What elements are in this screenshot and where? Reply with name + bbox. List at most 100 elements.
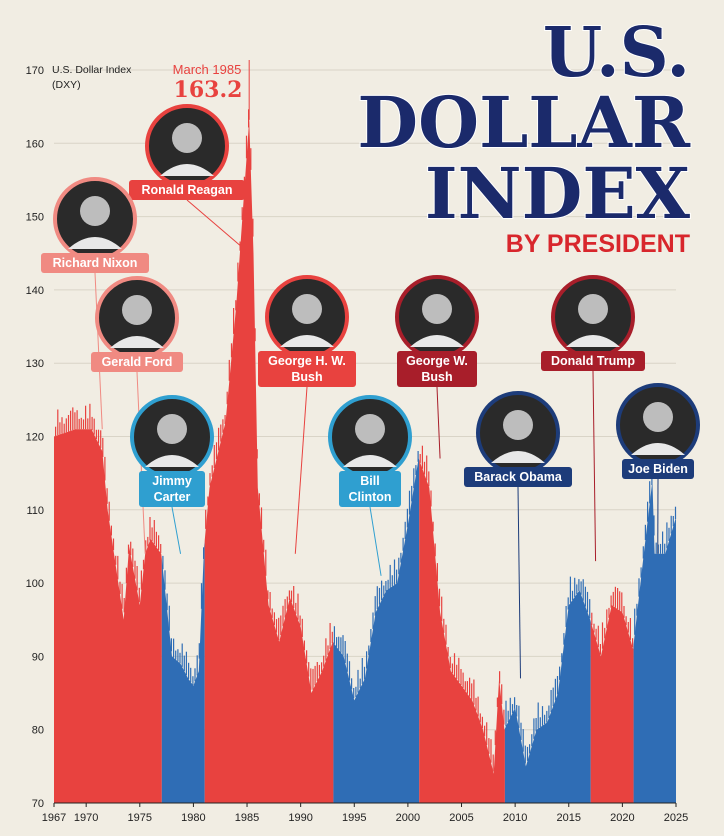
- term-band-joe-biden: [633, 480, 676, 803]
- president-name: Barack Obama: [474, 470, 563, 484]
- portrait-shoulders: [410, 335, 464, 347]
- subtitle: BY PRESIDENT: [506, 230, 690, 258]
- portrait-shoulders: [566, 335, 620, 347]
- y-tick-label: 170: [26, 65, 44, 77]
- portrait-shoulders: [631, 443, 685, 455]
- name-pill: [397, 351, 477, 387]
- y-tick-label: 90: [32, 651, 44, 663]
- president-name: Bill: [360, 474, 379, 488]
- portrait-head: [122, 295, 152, 325]
- x-tick-label: 1990: [288, 812, 312, 824]
- connector-line: [94, 272, 103, 430]
- president-label-ford: Gerald Ford: [91, 276, 183, 554]
- president-name: Carter: [154, 490, 191, 504]
- term-band-george-w-bush: [419, 460, 505, 803]
- portrait-shoulders: [145, 455, 199, 467]
- name-pill: [339, 471, 401, 507]
- president-labels: Ronald Reagan Richard Nixon Gerald Ford Jim…: [41, 60, 700, 679]
- president-name: George H. W.: [268, 354, 346, 368]
- volatility-spikes: [54, 109, 677, 772]
- portrait-head: [157, 414, 187, 444]
- term-area-bands: [54, 119, 676, 804]
- term-band-gerald-ford: [135, 539, 162, 803]
- x-tick-label: 1970: [74, 812, 98, 824]
- president-name: Ronald Reagan: [142, 183, 233, 197]
- connector-line: [294, 386, 308, 554]
- term-band-george-h-w-bush: [290, 599, 334, 803]
- y-tick-label: 70: [32, 798, 44, 810]
- y-tick-label: 160: [26, 138, 44, 150]
- peak-date: March 1985: [173, 62, 242, 77]
- x-tick-label: 2015: [557, 812, 581, 824]
- y-axis-unit: (DXY): [52, 79, 81, 91]
- portrait-head: [292, 294, 322, 324]
- y-tick-label: 110: [26, 505, 44, 517]
- name-pill: [258, 351, 356, 387]
- term-band-donald-trump: [590, 605, 634, 803]
- x-tick-label: 1975: [128, 812, 152, 824]
- name-pill: [622, 459, 694, 479]
- president-label-biden: Joe Biden: [616, 383, 700, 554]
- x-tick-label: 1995: [342, 812, 366, 824]
- portrait-shoulders: [68, 237, 122, 249]
- portrait-head: [80, 196, 110, 226]
- president-name: Jimmy: [152, 474, 192, 488]
- president-label-bush_hw: George H. W. Bush: [258, 275, 356, 554]
- president-name: Bush: [291, 370, 322, 384]
- term-band-bill-clinton: [333, 458, 420, 803]
- portrait-shoulders: [110, 336, 164, 348]
- president-name: Clinton: [348, 490, 391, 504]
- president-label-clinton: Bill Clinton: [328, 395, 412, 576]
- connector-line: [369, 506, 382, 576]
- y-axis-title: U.S. Dollar Index: [52, 64, 132, 76]
- president-name: Gerald Ford: [102, 355, 173, 369]
- title-line-3: INDEX: [425, 152, 691, 235]
- x-tick-label: 2000: [396, 812, 420, 824]
- president-name: Bush: [421, 370, 452, 384]
- portrait-head: [172, 123, 202, 153]
- president-name: George W.: [406, 354, 468, 368]
- president-label-nixon: Richard Nixon: [41, 177, 149, 430]
- connector-line: [171, 506, 182, 554]
- president-label-carter: Jimmy Carter: [130, 395, 214, 554]
- portrait-head: [503, 410, 533, 440]
- x-tick-label: 1985: [235, 812, 259, 824]
- connector-line: [517, 486, 521, 679]
- x-tick-label: 1967: [42, 812, 66, 824]
- connector-line: [436, 386, 441, 459]
- term-band-ronald-reagan: [204, 119, 291, 804]
- president-label-obama: Barack Obama: [464, 391, 572, 679]
- president-label-reagan: Ronald Reagan: [129, 104, 250, 254]
- portrait-head: [643, 402, 673, 432]
- term-band-barack-obama: [504, 590, 591, 803]
- x-tick-label: 2020: [610, 812, 634, 824]
- peak-value: 163.2: [174, 77, 243, 103]
- portrait-head: [355, 414, 385, 444]
- y-tick-label: 80: [32, 725, 44, 737]
- portrait-shoulders: [160, 164, 214, 176]
- term-band-richard-nixon: [54, 429, 136, 803]
- axes: 70 80 90 100 110 120 130 140 150 160 170 1967 1970 19…: [26, 65, 689, 824]
- president-label-trump: Donald Trump: [541, 275, 645, 562]
- president-name: Richard Nixon: [53, 256, 138, 270]
- connector-line: [592, 370, 597, 562]
- president-label-bush_w: George W. Bush: [395, 275, 479, 459]
- x-tick-label: 2025: [664, 812, 688, 824]
- name-pill: [129, 180, 245, 200]
- name-pill: [139, 471, 205, 507]
- portrait-shoulders: [343, 455, 397, 467]
- x-tick-label: 1980: [181, 812, 205, 824]
- name-pill: [464, 467, 572, 487]
- title-block: U.S. DOLLAR INDEX BY PRESIDENT: [356, 12, 691, 258]
- y-tick-label: 100: [26, 578, 44, 590]
- president-name: Joe Biden: [628, 462, 688, 476]
- name-pill: [541, 351, 645, 371]
- name-pill: [41, 253, 149, 273]
- peak-annotation: March 1985 163.2: [173, 62, 243, 103]
- y-tick-label: 140: [26, 285, 44, 297]
- connector-line: [186, 199, 250, 254]
- title-line-2: DOLLAR: [357, 81, 690, 164]
- term-band-jimmy-carter: [161, 540, 205, 803]
